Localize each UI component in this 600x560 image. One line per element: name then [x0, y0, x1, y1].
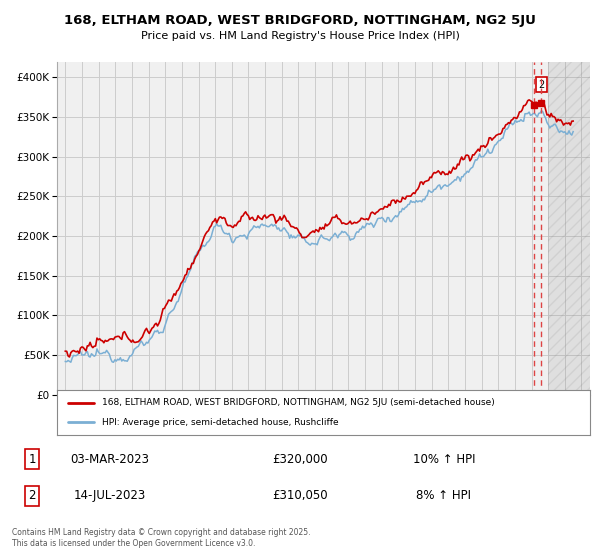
Text: HPI: Average price, semi-detached house, Rushcliffe: HPI: Average price, semi-detached house,… — [102, 418, 339, 427]
Text: 14-JUL-2023: 14-JUL-2023 — [74, 489, 146, 502]
Text: Price paid vs. HM Land Registry's House Price Index (HPI): Price paid vs. HM Land Registry's House … — [140, 31, 460, 41]
Text: 168, ELTHAM ROAD, WEST BRIDGFORD, NOTTINGHAM, NG2 5JU (semi-detached house): 168, ELTHAM ROAD, WEST BRIDGFORD, NOTTIN… — [102, 398, 495, 407]
Text: Contains HM Land Registry data © Crown copyright and database right 2025.
This d: Contains HM Land Registry data © Crown c… — [12, 528, 311, 548]
Text: 1: 1 — [28, 453, 36, 466]
Text: 168, ELTHAM ROAD, WEST BRIDGFORD, NOTTINGHAM, NG2 5JU: 168, ELTHAM ROAD, WEST BRIDGFORD, NOTTIN… — [64, 14, 536, 27]
Text: 8% ↑ HPI: 8% ↑ HPI — [416, 489, 472, 502]
Text: 10% ↑ HPI: 10% ↑ HPI — [413, 453, 475, 466]
Text: £320,000: £320,000 — [272, 453, 328, 466]
Bar — [548, 62, 590, 395]
Text: 2: 2 — [538, 80, 544, 90]
Text: 2: 2 — [28, 489, 36, 502]
Text: 03-MAR-2023: 03-MAR-2023 — [70, 453, 149, 466]
Text: £310,050: £310,050 — [272, 489, 328, 502]
